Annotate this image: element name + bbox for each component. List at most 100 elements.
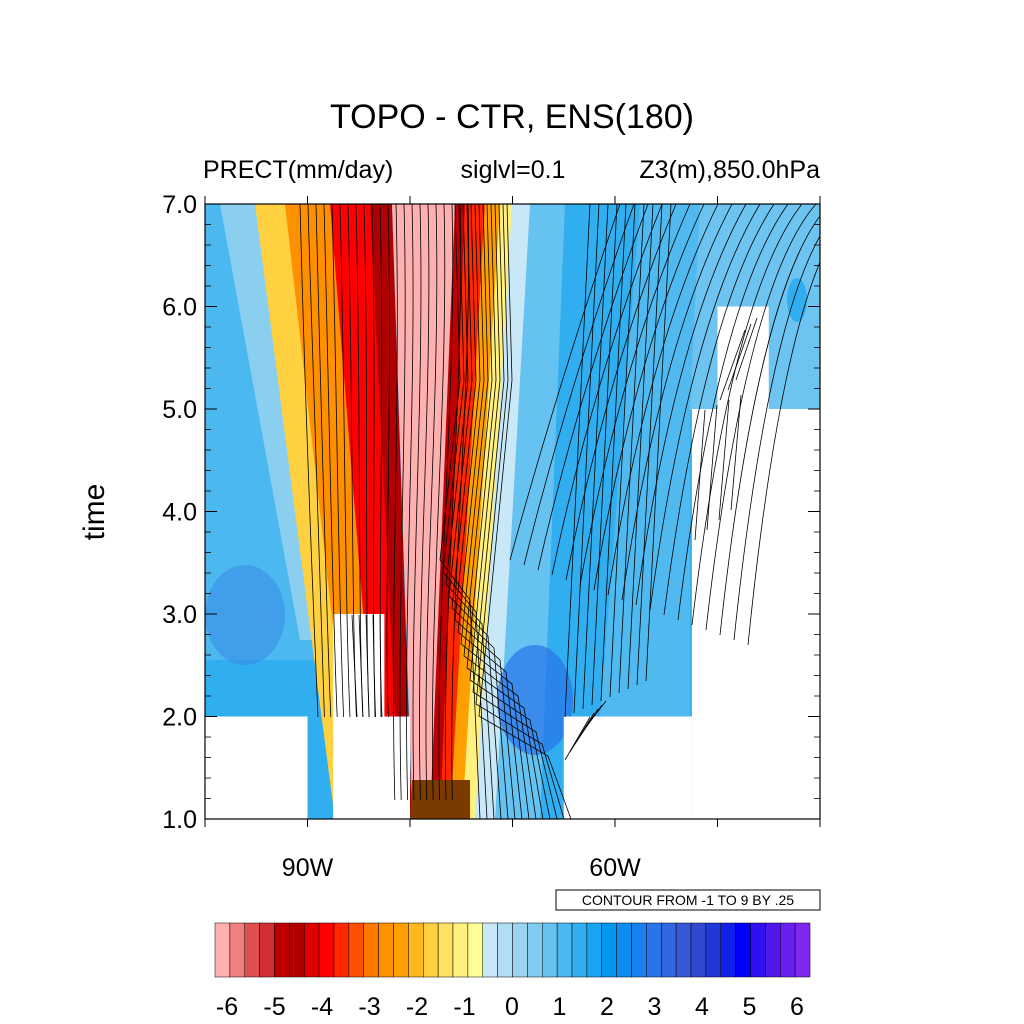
contour-line-52 bbox=[733, 235, 820, 641]
contour-line-61 bbox=[627, 204, 654, 690]
colorbar-label: -1 bbox=[453, 993, 475, 1021]
y-axis: 1.0 2.0 3.0 4.0 5.0 6.0 7.0 bbox=[162, 191, 820, 834]
contour-line-19 bbox=[438, 204, 454, 801]
colorbar-label: -6 bbox=[216, 993, 238, 1021]
contour-line-49 bbox=[691, 204, 803, 626]
contour-line-76 bbox=[351, 614, 358, 718]
contour-line-24 bbox=[445, 204, 495, 819]
mask-box-0 bbox=[205, 716, 308, 819]
contour-line-15 bbox=[412, 204, 422, 801]
colorbar-box bbox=[304, 922, 320, 978]
contour-line-57 bbox=[591, 204, 618, 706]
colorbar-box bbox=[705, 922, 721, 978]
contour-line-2 bbox=[315, 204, 332, 718]
contour-line-55 bbox=[573, 204, 600, 714]
contour-line-58 bbox=[600, 204, 627, 702]
center-subtitle: siglvl=0.1 bbox=[461, 156, 566, 184]
colorbar-box bbox=[571, 922, 588, 978]
contour-line-26 bbox=[451, 204, 509, 819]
contour-line-77 bbox=[358, 614, 364, 718]
contour-line-73 bbox=[719, 329, 746, 401]
colorbar-box bbox=[408, 922, 424, 978]
colorbar-box bbox=[616, 922, 632, 978]
colorbar-box bbox=[586, 922, 602, 978]
colorbar-box bbox=[482, 922, 498, 978]
colorbar-box bbox=[735, 922, 751, 978]
contour-line-51 bbox=[719, 215, 820, 636]
x-tick-label: 60W bbox=[589, 854, 641, 882]
contour-line-56 bbox=[582, 204, 609, 710]
colorbar-box bbox=[214, 922, 231, 978]
contour-line-4 bbox=[331, 204, 344, 718]
contour-line-38 bbox=[537, 204, 649, 571]
colorbar-box bbox=[750, 922, 766, 978]
colorbar-box bbox=[348, 922, 364, 978]
colorbar-box bbox=[601, 922, 617, 978]
colorbar-box bbox=[527, 922, 543, 978]
colorbar-box bbox=[363, 922, 379, 978]
colorbar-label: -2 bbox=[406, 993, 428, 1021]
contour-line-11 bbox=[386, 204, 390, 718]
contour-line-33 bbox=[472, 204, 558, 819]
colorbar-box bbox=[452, 922, 469, 978]
colorbar-box bbox=[794, 922, 811, 978]
y-tick-label: 1.0 bbox=[162, 806, 197, 834]
colorbar-label: -5 bbox=[263, 993, 285, 1021]
colorbar-box bbox=[780, 922, 796, 978]
contour-line-53 bbox=[747, 261, 820, 646]
contour-line-72 bbox=[730, 394, 742, 511]
contour-line-46 bbox=[649, 204, 761, 611]
contour-line-32 bbox=[469, 204, 551, 819]
colorbar-box bbox=[720, 922, 736, 978]
contour-line-27 bbox=[454, 204, 516, 819]
x-tick-label: 90W bbox=[282, 854, 334, 882]
colorbar-box bbox=[437, 922, 454, 978]
y-tick-label: 7.0 bbox=[162, 191, 197, 219]
x-axis: 90W 60W bbox=[204, 196, 821, 882]
colorbar-box bbox=[661, 922, 677, 978]
darkred-band-west bbox=[370, 204, 412, 819]
left-subtitle: PRECT(mm/day) bbox=[203, 156, 393, 184]
contour-line-18 bbox=[432, 204, 446, 801]
contour-line-42 bbox=[593, 204, 705, 591]
colorbar-box bbox=[333, 922, 350, 978]
contour-line-35 bbox=[478, 204, 572, 819]
contour-line-16 bbox=[419, 204, 430, 801]
contour-line-80 bbox=[379, 614, 382, 718]
colorbar-label: 5 bbox=[743, 993, 757, 1021]
contour-info-text: CONTOUR FROM -1 TO 9 BY .25 bbox=[582, 892, 794, 908]
colorbar-box bbox=[378, 922, 394, 978]
colorbar-box bbox=[423, 922, 439, 978]
colorbar-label: -4 bbox=[311, 993, 333, 1021]
colorbar-label: -3 bbox=[358, 993, 380, 1021]
colorbar-box bbox=[259, 922, 275, 978]
colorbar-box bbox=[274, 922, 290, 978]
contour-line-47 bbox=[663, 204, 775, 616]
colorbar bbox=[214, 922, 811, 978]
y-tick-label: 2.0 bbox=[162, 704, 197, 732]
colorbar-box bbox=[318, 922, 335, 978]
contour-line-12 bbox=[393, 204, 398, 801]
contour-line-75 bbox=[735, 317, 758, 381]
colorbar-box bbox=[229, 922, 245, 978]
colorbar-box bbox=[467, 922, 483, 978]
contour-line-37 bbox=[523, 204, 635, 566]
colorbar-label: 0 bbox=[505, 993, 519, 1021]
contour-line-63 bbox=[645, 204, 672, 682]
colorbar-box bbox=[393, 922, 409, 978]
significance-mask bbox=[205, 306, 820, 819]
contour-line-69 bbox=[694, 409, 706, 541]
contour-line-36 bbox=[509, 204, 621, 561]
contour-line-48 bbox=[677, 204, 789, 621]
contour-line-5 bbox=[339, 204, 351, 718]
contour-line-17 bbox=[425, 204, 438, 801]
contour-line-60 bbox=[618, 204, 645, 694]
colorbar-box bbox=[289, 922, 305, 978]
contour-line-43 bbox=[607, 204, 719, 596]
colorbar-label: 2 bbox=[600, 993, 614, 1021]
colorbar-label: 3 bbox=[648, 993, 662, 1021]
contour-line-50 bbox=[705, 204, 817, 631]
contour-line-14 bbox=[406, 204, 414, 801]
contour-line-62 bbox=[636, 204, 663, 686]
mask-box-2 bbox=[333, 716, 410, 819]
